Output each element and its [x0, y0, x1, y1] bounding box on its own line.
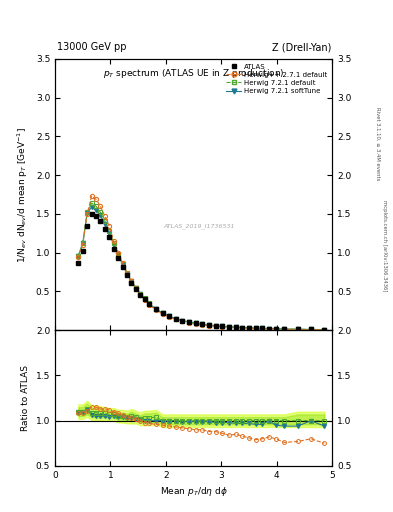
Text: $p_T$ spectrum (ATLAS UE in Z production): $p_T$ spectrum (ATLAS UE in Z production…	[103, 67, 284, 80]
Text: mcplots.cern.ch [arXiv:1306.3436]: mcplots.cern.ch [arXiv:1306.3436]	[382, 200, 387, 291]
Text: 13000 GeV pp: 13000 GeV pp	[57, 42, 127, 52]
Y-axis label: Ratio to ATLAS: Ratio to ATLAS	[21, 365, 30, 431]
Y-axis label: 1/N$_{ev}$ dN$_{ev}$/d mean p$_T$ [GeV$^{-1}$]: 1/N$_{ev}$ dN$_{ev}$/d mean p$_T$ [GeV$^…	[16, 126, 30, 263]
Text: Z (Drell-Yan): Z (Drell-Yan)	[272, 42, 331, 52]
Text: ATLAS_2019_I1736531: ATLAS_2019_I1736531	[163, 223, 235, 229]
X-axis label: Mean $p_T$/d$\eta$ d$\phi$: Mean $p_T$/d$\eta$ d$\phi$	[160, 485, 228, 498]
Text: Rivet 3.1.10, ≥ 3.4M events: Rivet 3.1.10, ≥ 3.4M events	[376, 106, 380, 180]
Legend: ATLAS, Herwig++ 2.7.1 default, Herwig 7.2.1 default, Herwig 7.2.1 softTune: ATLAS, Herwig++ 2.7.1 default, Herwig 7.…	[223, 61, 330, 97]
